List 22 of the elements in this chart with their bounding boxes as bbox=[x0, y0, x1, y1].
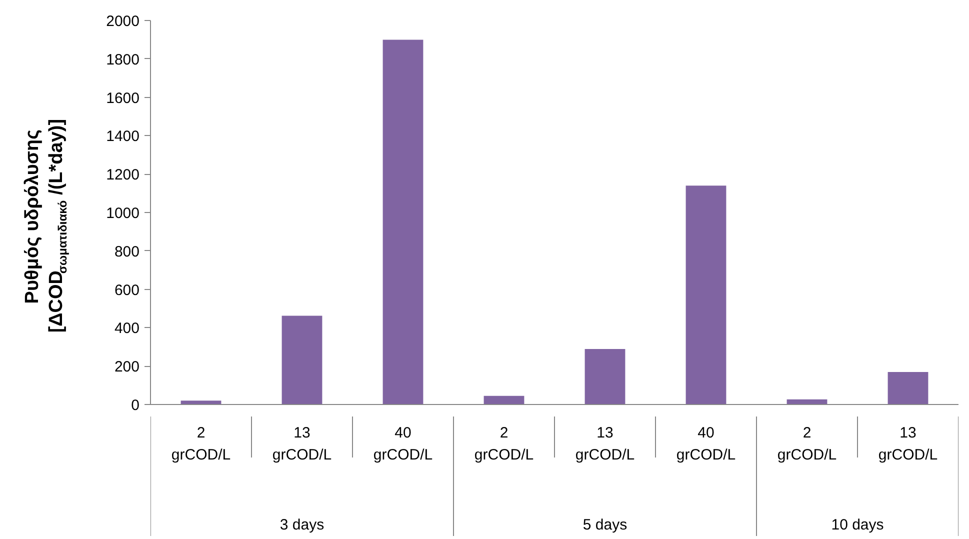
x-tick-label: 13 grCOD/L bbox=[272, 424, 332, 464]
x-tick-label: 40 grCOD/L bbox=[373, 424, 433, 464]
y-tick-label: 200 bbox=[114, 358, 140, 376]
x-tick-label: 2 grCOD/L bbox=[777, 424, 837, 464]
y-tick-label: 1200 bbox=[106, 166, 140, 184]
y-tick-label: 600 bbox=[114, 282, 140, 299]
y-tick-label: 1800 bbox=[106, 51, 140, 68]
text: 3 days bbox=[280, 516, 324, 534]
x-tick-label: 13 grCOD/L bbox=[878, 424, 938, 464]
x-tick-label: 2 grCOD/L bbox=[474, 424, 534, 464]
y-tick-label: 400 bbox=[114, 320, 140, 338]
y-tick-label: 2000 bbox=[106, 13, 140, 30]
x-tick-label: 13 grCOD/L bbox=[575, 424, 635, 464]
y-tick-label: 800 bbox=[114, 243, 140, 260]
y-tick-label: 0 bbox=[131, 397, 140, 414]
y-tick-label: 1400 bbox=[106, 128, 140, 146]
y-tick-label: 1000 bbox=[106, 205, 140, 222]
y-tick-label: 1600 bbox=[106, 90, 140, 107]
text: 10 days bbox=[831, 516, 884, 534]
text: 5 days bbox=[582, 516, 628, 534]
x-tick-label: 40 grCOD/L bbox=[676, 424, 736, 464]
x-tick-label: 2 grCOD/L bbox=[171, 424, 231, 464]
